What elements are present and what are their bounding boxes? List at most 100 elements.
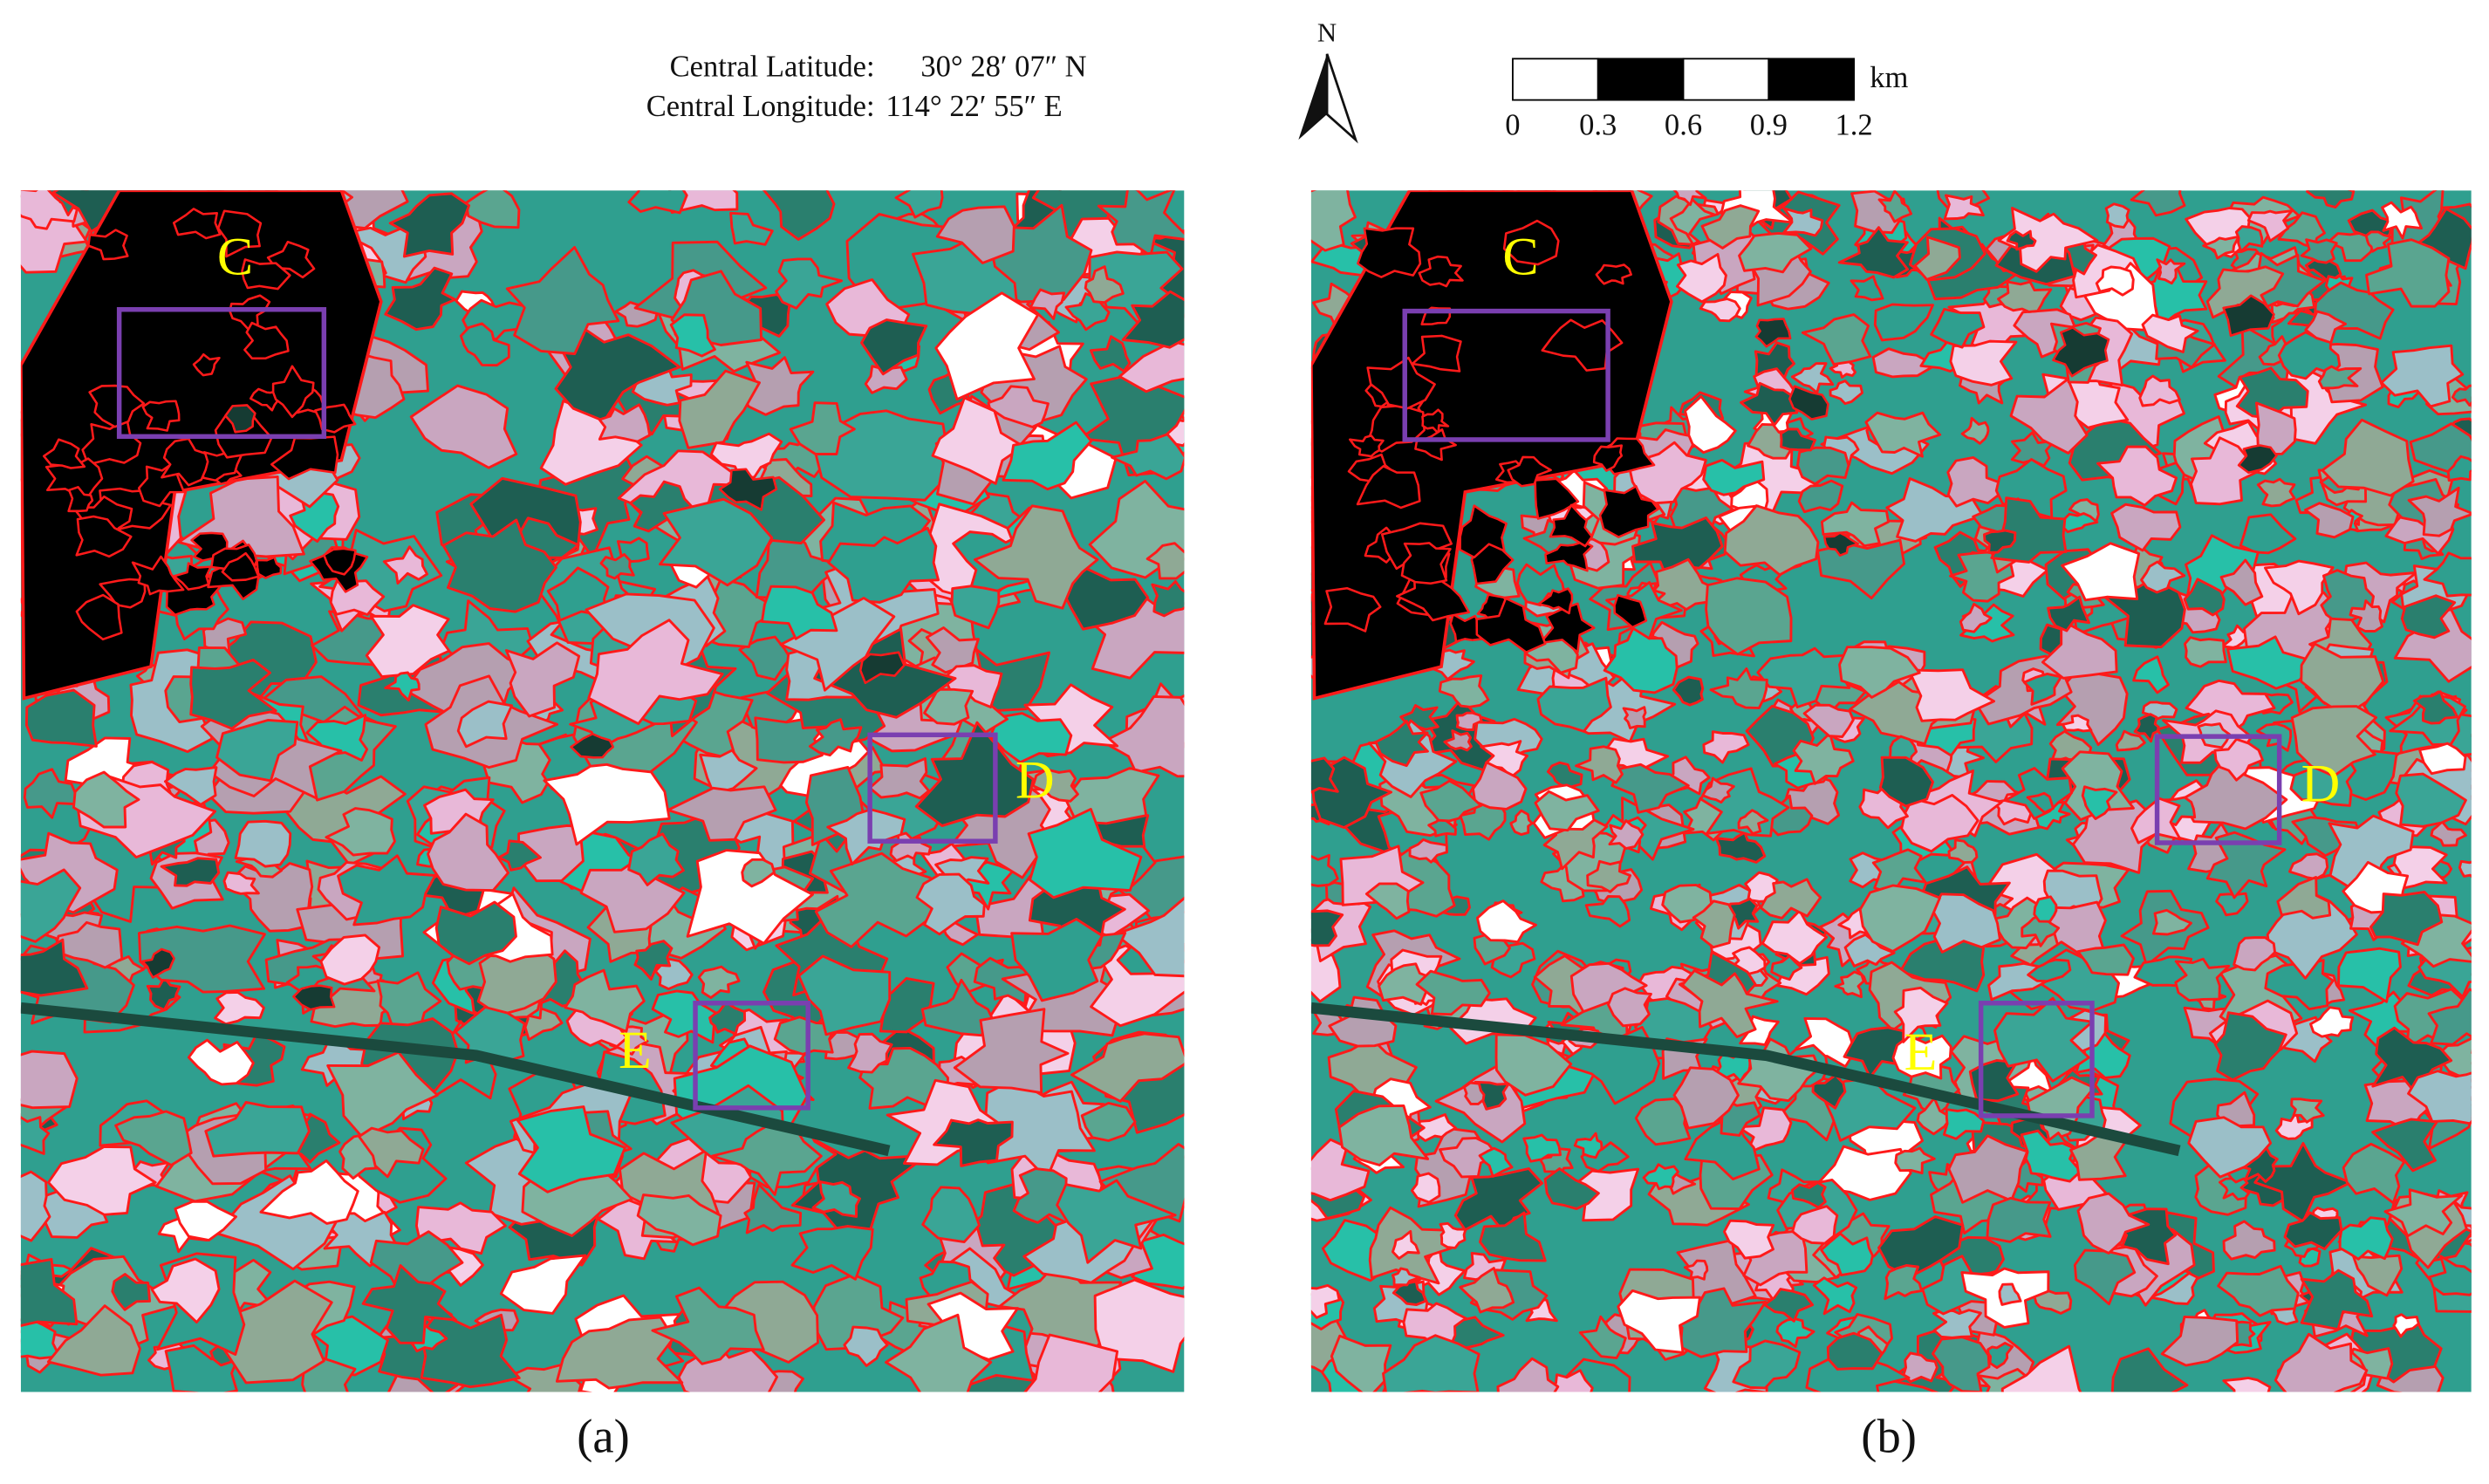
- segment: [499, 1254, 587, 1315]
- segment: [459, 322, 510, 367]
- segment: [1586, 859, 1632, 893]
- scale-unit: km: [1870, 61, 1908, 94]
- segment: [2022, 672, 2062, 706]
- segment: [627, 190, 688, 215]
- north-arrow: [1298, 53, 1358, 144]
- segment: [1893, 986, 1949, 1043]
- segment: [131, 555, 185, 596]
- segment: [1534, 477, 1580, 520]
- segment: [1323, 586, 1382, 633]
- segment: [259, 1159, 359, 1225]
- segment: [1796, 446, 1850, 486]
- segment: [708, 1001, 747, 1036]
- segment: [915, 872, 986, 936]
- segment: [779, 597, 896, 692]
- segment: [1782, 207, 1824, 237]
- segment: [885, 1313, 993, 1392]
- segment: [2256, 477, 2296, 508]
- segment: [2071, 799, 2157, 874]
- segment: [1151, 579, 1185, 618]
- segment: [1337, 1104, 1430, 1166]
- segment: [2290, 705, 2378, 778]
- segment: [234, 819, 292, 868]
- segment: [1790, 1181, 1827, 1209]
- segment: [1462, 1081, 1486, 1105]
- segment: [1378, 962, 1439, 1006]
- segment: [1878, 756, 1934, 808]
- segment: [555, 1316, 684, 1390]
- segment: [1812, 1276, 1858, 1316]
- segment: [2156, 258, 2186, 285]
- segment: [741, 858, 776, 888]
- segment: [633, 940, 674, 981]
- segment: [1475, 597, 1547, 653]
- segment: [2033, 895, 2058, 923]
- segment: [427, 812, 510, 892]
- segment: [1502, 219, 1560, 266]
- segment: [1791, 1205, 1839, 1245]
- segment: [2140, 560, 2186, 594]
- segment: [20, 868, 82, 943]
- segment: [1515, 563, 1566, 607]
- segment: [2234, 225, 2264, 253]
- segment: [2000, 1344, 2082, 1392]
- segment: [1943, 194, 1985, 221]
- segment: [46, 1304, 141, 1377]
- segment: [1714, 831, 1767, 864]
- segment: [1613, 593, 1648, 629]
- segment: [1801, 313, 1872, 366]
- segment: [2217, 1264, 2300, 1317]
- segment: [2304, 502, 2355, 539]
- segment: [2226, 635, 2315, 690]
- segment: [1414, 428, 1457, 462]
- segment: [2095, 265, 2135, 297]
- segment: [1838, 646, 1921, 699]
- segment: [1850, 275, 1884, 302]
- segment: [699, 749, 758, 796]
- segment: [1029, 288, 1066, 320]
- segment: [1121, 290, 1185, 349]
- segment: [1680, 969, 1779, 1038]
- segment: [323, 547, 357, 576]
- segment: [88, 384, 146, 428]
- segment: [1802, 703, 1855, 738]
- segment: [1310, 853, 1339, 887]
- segment: [1756, 646, 1857, 708]
- segment: [894, 190, 944, 219]
- segment: [2446, 455, 2472, 482]
- region-label: D: [1015, 751, 1055, 810]
- segment: [1070, 1032, 1185, 1103]
- segment: [2237, 444, 2278, 475]
- segment: [1702, 458, 1766, 496]
- segment: [1900, 793, 1980, 853]
- segment: [1584, 895, 1631, 928]
- segment: [2430, 820, 2467, 847]
- segment: [1829, 380, 1864, 406]
- segment: [1410, 1172, 1441, 1204]
- segment: [2213, 737, 2265, 782]
- segment: [2254, 401, 2297, 455]
- segment: [174, 1200, 238, 1242]
- segment: [1418, 255, 1464, 288]
- region-box: [1978, 1001, 2095, 1118]
- segment: [382, 545, 429, 585]
- segment: [950, 585, 1001, 630]
- segment: [1672, 190, 1707, 207]
- segment: [204, 1101, 311, 1158]
- segment: [1797, 479, 1844, 514]
- segment: [921, 1186, 981, 1244]
- segment: [868, 756, 931, 800]
- segment: [2076, 943, 2135, 976]
- segment: [1475, 899, 1537, 944]
- segment: [1459, 1267, 1515, 1314]
- segment: [365, 604, 451, 679]
- segment: [667, 785, 777, 842]
- segment: [2174, 957, 2231, 1002]
- segment: [1811, 1073, 1847, 1110]
- segment: [743, 1183, 803, 1234]
- segment: [1573, 1132, 1603, 1159]
- segment: [953, 1008, 1070, 1095]
- segment: [1578, 1315, 1627, 1360]
- segment: [669, 313, 716, 358]
